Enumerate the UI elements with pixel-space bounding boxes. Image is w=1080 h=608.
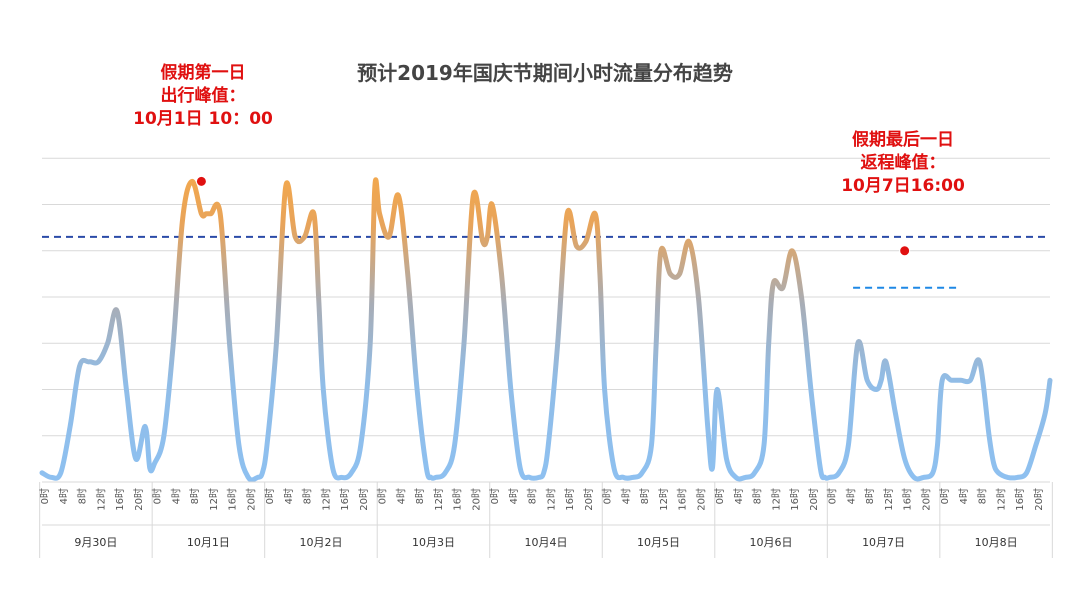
- hour-tick-label: 8时: [77, 488, 89, 504]
- hour-tick-label: 16时: [227, 488, 239, 511]
- hour-tick-label: 0时: [489, 488, 501, 504]
- hour-tick-label: 16时: [789, 488, 801, 511]
- hour-tick-label: 16时: [452, 488, 464, 511]
- hour-tick-label: 4时: [395, 488, 407, 504]
- hour-tick-label: 20时: [470, 488, 482, 511]
- peak-marker: [195, 175, 207, 187]
- hour-tick-label: 20时: [245, 488, 257, 511]
- hour-tick-label: 4时: [58, 488, 70, 504]
- hour-tick-label: 0时: [39, 488, 51, 504]
- x-axis: 0时 4时 8时 12时 16时 20时 9月30日 0时 4时 8时 12时 16时 20时 10月1日…: [39, 481, 1053, 558]
- hour-tick-label: 4时: [958, 488, 970, 504]
- peak-marker: [899, 245, 911, 257]
- hour-tick-label: 20时: [1033, 488, 1045, 511]
- annotation-text: 10月7日16:00: [841, 176, 965, 196]
- annotation-text: 假期最后一日: [852, 129, 954, 150]
- hour-tick-label: 4时: [170, 488, 182, 504]
- hour-tick-label: 20时: [808, 488, 820, 511]
- hour-tick-label: 4时: [283, 488, 295, 504]
- hour-tick-label: 16时: [902, 488, 914, 511]
- hour-tick-label: 16时: [677, 488, 689, 511]
- day-label: 10月6日: [750, 536, 793, 549]
- peak-markers: [195, 175, 911, 257]
- hour-tick-label: 0时: [827, 488, 839, 504]
- hour-tick-label: 16时: [1014, 488, 1026, 511]
- hour-tick-label: 4时: [620, 488, 632, 504]
- hour-tick-label: 12时: [95, 488, 107, 511]
- hour-tick-label: 12时: [658, 488, 670, 511]
- hour-tick-label: 20时: [583, 488, 595, 511]
- day-label: 10月8日: [975, 536, 1018, 549]
- reference-lines: [42, 235, 1050, 289]
- chart-title: 预计2019年国庆节期间小时流量分布趋势: [357, 61, 733, 85]
- hour-tick-label: 0时: [377, 488, 389, 504]
- hour-tick-label: 4时: [733, 488, 745, 504]
- hour-tick-label: 0时: [602, 488, 614, 504]
- hour-tick-label: 0时: [714, 488, 726, 504]
- annotation-text: 假期第一日: [161, 62, 246, 83]
- day-label: 10月5日: [637, 536, 680, 549]
- day-label: 10月3日: [412, 536, 455, 549]
- day-label: 10月7日: [862, 536, 905, 549]
- day-label: 10月1日: [187, 536, 230, 549]
- series-line: [39, 177, 1053, 483]
- hour-tick-label: 12时: [545, 488, 557, 511]
- hour-tick-label: 8时: [527, 488, 539, 504]
- hour-tick-label: 16时: [114, 488, 126, 511]
- hour-tick-label: 8时: [189, 488, 201, 504]
- hour-tick-label: 16时: [339, 488, 351, 511]
- hour-tick-label: 16时: [564, 488, 576, 511]
- hour-tick-label: 20时: [133, 488, 145, 511]
- annotation-text: 出行峰值：: [161, 85, 246, 106]
- hour-tick-label: 20时: [695, 488, 707, 511]
- hour-tick-label: 0时: [264, 488, 276, 504]
- hour-tick-label: 12时: [320, 488, 332, 511]
- hour-tick-label: 8时: [752, 488, 764, 504]
- hour-tick-label: 8时: [864, 488, 876, 504]
- hour-tick-label: 12时: [883, 488, 895, 511]
- hour-tick-label: 8时: [977, 488, 989, 504]
- hour-tick-label: 8时: [639, 488, 651, 504]
- hour-tick-label: 8时: [414, 488, 426, 504]
- day-label: 10月2日: [299, 536, 342, 549]
- annotation-text: 返程峰值：: [861, 152, 946, 173]
- plot-area: [39, 177, 1053, 483]
- hour-tick-label: 4时: [845, 488, 857, 504]
- annotation-text: 10月1日 10：00: [133, 109, 273, 129]
- hour-tick-label: 20时: [358, 488, 370, 511]
- day-label: 10月4日: [525, 536, 568, 549]
- hour-tick-label: 0时: [152, 488, 164, 504]
- hour-tick-label: 12时: [433, 488, 445, 511]
- hour-tick-label: 4时: [508, 488, 520, 504]
- hour-tick-label: 8时: [302, 488, 314, 504]
- hour-tick-label: 12时: [208, 488, 220, 511]
- hour-tick-label: 20时: [920, 488, 932, 511]
- hour-tick-label: 0时: [939, 488, 951, 504]
- hour-tick-label: 12时: [995, 488, 1007, 511]
- hour-tick-label: 12时: [770, 488, 782, 511]
- day-label: 9月30日: [74, 536, 117, 549]
- gridlines: [42, 157, 1050, 437]
